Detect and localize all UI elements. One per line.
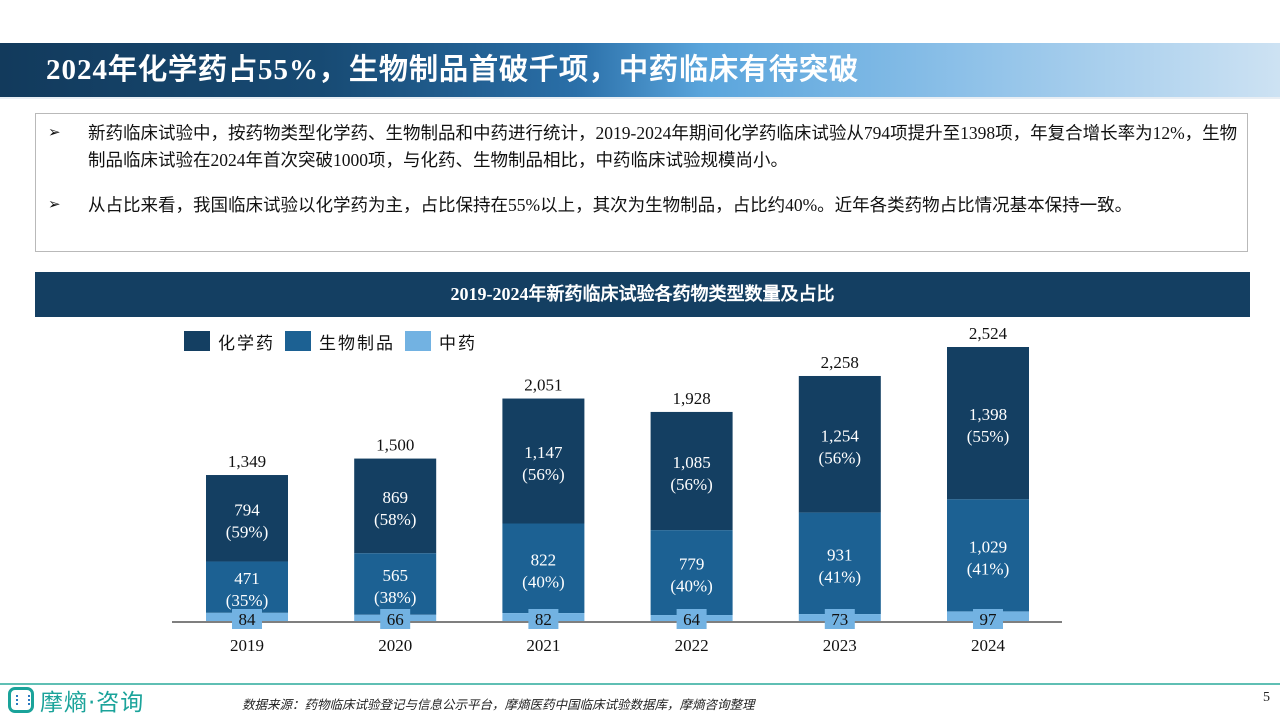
data-label-total: 2,051 — [524, 376, 562, 395]
bar-segment-chem — [354, 458, 437, 554]
data-label-chem-pct: (59%) — [226, 522, 268, 541]
legend-item-bio: 生物制品 — [285, 329, 395, 354]
data-label-bio-pct: (41%) — [819, 567, 861, 586]
data-label-tcm-value: 66 — [387, 610, 404, 629]
bar-segment-bio — [947, 499, 1029, 612]
data-label-total: 2,524 — [969, 324, 1008, 343]
bar-segment-bio — [502, 523, 585, 614]
legend-label: 化学药 — [218, 333, 275, 353]
data-label-bio-value: 931 — [827, 545, 853, 564]
data-label-chem-pct: (55%) — [967, 427, 1009, 446]
x-tick-label: 2020 — [378, 636, 412, 655]
data-label-tcm-box — [380, 609, 411, 629]
data-label-total: 1,349 — [228, 452, 266, 471]
arrow-bullet-icon: ➢ — [48, 125, 61, 141]
bar-segment-chem — [798, 375, 881, 513]
arrow-bullet-icon: ➢ — [48, 197, 61, 213]
legend-label: 中药 — [439, 333, 477, 353]
data-label-chem-value: 1,398 — [969, 405, 1007, 424]
data-label-bio-value: 822 — [531, 550, 557, 569]
x-tick-label: 2024 — [971, 636, 1006, 655]
data-label-tcm-box — [824, 609, 855, 629]
bar-segment-chem — [947, 347, 1029, 500]
data-label-chem-value: 1,085 — [672, 453, 710, 472]
data-label-tcm-value: 84 — [239, 610, 257, 629]
bar-segment-bio — [354, 553, 437, 615]
data-label-tcm-box — [973, 609, 1003, 629]
logo-text: 摩熵·咨询 — [40, 690, 145, 716]
data-label-total: 1,500 — [376, 436, 414, 455]
data-label-bio-pct: (40%) — [522, 572, 564, 591]
legend-swatch-bio — [285, 331, 311, 351]
data-label-total: 1,928 — [672, 389, 710, 408]
bar-segment-bio — [798, 512, 881, 615]
bar-segment-chem — [206, 475, 288, 562]
data-label-tcm-box — [232, 609, 262, 629]
x-tick-label: 2022 — [675, 636, 709, 655]
bar-segment-bio — [650, 530, 733, 616]
data-label-chem-value: 1,147 — [524, 443, 563, 462]
data-label-total: 2,258 — [821, 353, 859, 372]
data-label-tcm-value: 82 — [535, 610, 552, 629]
data-label-bio-pct: (41%) — [967, 559, 1009, 578]
data-label-chem-pct: (56%) — [670, 475, 712, 494]
data-label-chem-pct: (56%) — [819, 448, 861, 467]
data-label-chem-value: 869 — [382, 488, 408, 507]
data-label-bio-pct: (38%) — [374, 588, 416, 607]
data-label-bio-pct: (40%) — [670, 577, 712, 596]
data-label-tcm-value: 73 — [831, 610, 848, 629]
page-number: 5 — [1263, 690, 1270, 705]
page-title: 2024年化学药占55%，生物制品首破千项，中药临床有待突破 — [46, 54, 860, 86]
chart-title-bar: 2019-2024年新药临床试验各药物类型数量及占比 — [35, 272, 1250, 317]
data-label-chem-value: 794 — [234, 500, 260, 519]
data-label-chem-value: 1,254 — [821, 426, 860, 445]
summary-bullet-text: 新药临床试验中，按药物类型化学药、生物制品和中药进行统计，2019-2024年期… — [88, 123, 1238, 170]
summary-bullet-text: 从占比来看，我国临床试验以化学药为主，占比保持在55%以上，其次为生物制品，占比… — [88, 195, 1133, 215]
bar-segment-chem — [502, 398, 585, 524]
logo-icon — [8, 687, 34, 713]
legend-swatch-chem — [184, 331, 210, 351]
data-source-note: 数据来源：药物临床试验登记与信息公示平台，摩熵医药中国临床试验数据库，摩熵咨询整… — [242, 698, 755, 712]
data-label-bio-value: 471 — [234, 569, 260, 588]
legend-swatch-tcm — [405, 331, 431, 351]
bar-segment-chem — [650, 411, 733, 531]
bar-segment-bio — [206, 561, 288, 613]
x-tick-label: 2023 — [823, 636, 857, 655]
x-tick-label: 2021 — [526, 636, 560, 655]
legend-label: 生物制品 — [319, 333, 395, 353]
chart-title: 2019-2024年新药临床试验各药物类型数量及占比 — [450, 284, 835, 304]
data-label-bio-pct: (35%) — [226, 591, 268, 610]
data-label-tcm-value: 97 — [980, 610, 998, 629]
footer-divider — [0, 683, 1280, 685]
legend-item-tcm: 中药 — [405, 329, 477, 354]
title-divider — [0, 97, 1280, 99]
data-label-chem-pct: (58%) — [374, 510, 416, 529]
legend-item-chem: 化学药 — [184, 329, 275, 354]
company-logo: 摩熵·咨询 — [8, 684, 144, 716]
data-label-bio-value: 565 — [382, 566, 408, 585]
summary-box: ➢ 新药临床试验中，按药物类型化学药、生物制品和中药进行统计，2019-2024… — [35, 113, 1248, 252]
data-label-bio-value: 1,029 — [969, 537, 1007, 556]
data-label-tcm-value: 64 — [683, 610, 701, 629]
data-label-bio-value: 779 — [679, 555, 705, 574]
chart-legend: 化学药 生物制品 中药 — [184, 329, 487, 354]
data-label-tcm-box — [676, 609, 707, 629]
data-label-tcm-box — [528, 609, 559, 629]
title-bar: 2024年化学药占55%，生物制品首破千项，中药临床有待突破 — [0, 43, 1280, 97]
data-label-chem-pct: (56%) — [522, 465, 564, 484]
x-tick-label: 2019 — [230, 636, 264, 655]
